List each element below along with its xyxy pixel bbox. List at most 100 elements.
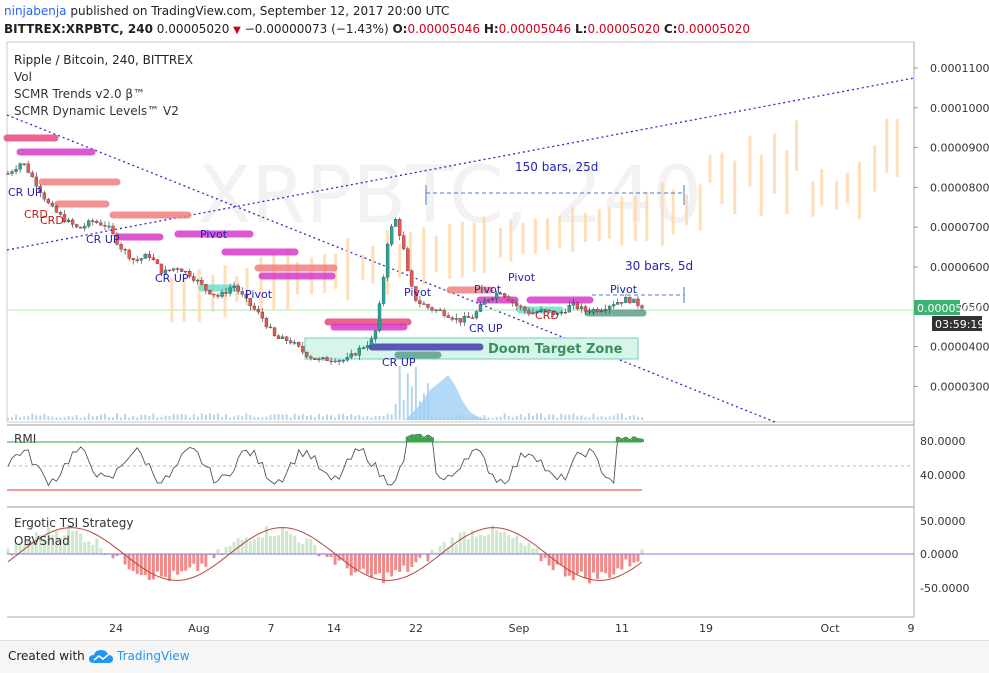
candle[interactable] <box>280 336 285 340</box>
candle[interactable] <box>381 277 386 304</box>
candle[interactable] <box>329 360 333 363</box>
candle[interactable] <box>369 338 374 346</box>
candle[interactable] <box>515 302 519 307</box>
candle[interactable] <box>357 347 361 356</box>
candle[interactable] <box>414 286 418 301</box>
candle[interactable] <box>232 285 236 288</box>
candle[interactable] <box>616 302 620 305</box>
candle[interactable] <box>272 327 277 336</box>
candle[interactable] <box>111 225 115 234</box>
candle[interactable] <box>608 305 612 310</box>
candle[interactable] <box>612 304 616 307</box>
candle[interactable] <box>470 317 475 319</box>
candle[interactable] <box>426 304 430 308</box>
candle[interactable] <box>337 360 341 362</box>
candle[interactable] <box>244 294 248 299</box>
candle[interactable] <box>18 163 22 170</box>
candle[interactable] <box>482 300 487 305</box>
candle[interactable] <box>503 293 507 297</box>
candle[interactable] <box>559 311 563 314</box>
author-link[interactable]: ninjabenja <box>4 4 67 18</box>
candle[interactable] <box>539 309 543 312</box>
candle[interactable] <box>240 291 244 295</box>
candle[interactable] <box>434 309 438 312</box>
candle[interactable] <box>587 311 592 313</box>
candle[interactable] <box>406 248 410 272</box>
candle[interactable] <box>216 294 220 297</box>
candle[interactable] <box>188 270 192 277</box>
candle[interactable] <box>147 254 151 258</box>
candle[interactable] <box>551 310 555 315</box>
candle[interactable] <box>14 168 18 172</box>
candle[interactable] <box>543 309 547 311</box>
candle[interactable] <box>38 186 42 193</box>
candle[interactable] <box>595 308 600 312</box>
candle[interactable] <box>184 270 188 273</box>
candle[interactable] <box>422 303 426 305</box>
candle[interactable] <box>317 358 321 361</box>
candle[interactable] <box>248 298 252 307</box>
candle[interactable] <box>79 226 83 229</box>
candle[interactable] <box>103 225 107 227</box>
candle[interactable] <box>345 357 349 361</box>
candle[interactable] <box>305 352 309 357</box>
candle[interactable] <box>208 289 212 295</box>
candle[interactable] <box>591 308 596 313</box>
candle[interactable] <box>10 171 14 174</box>
candle[interactable] <box>289 340 293 344</box>
candle[interactable] <box>535 311 539 313</box>
upper-trendline[interactable] <box>6 77 915 251</box>
candle[interactable] <box>325 357 329 362</box>
candle[interactable] <box>268 326 273 329</box>
candle[interactable] <box>151 257 156 260</box>
candle[interactable] <box>373 330 378 340</box>
candle[interactable] <box>511 300 515 304</box>
candle[interactable] <box>139 258 143 261</box>
candle[interactable] <box>349 353 353 358</box>
candle[interactable] <box>454 318 458 320</box>
candle[interactable] <box>70 219 75 225</box>
candle[interactable] <box>26 163 30 173</box>
candle[interactable] <box>50 202 55 207</box>
candle[interactable] <box>256 309 261 313</box>
candle[interactable] <box>167 269 172 272</box>
candle[interactable] <box>563 311 567 314</box>
candle[interactable] <box>640 305 644 309</box>
candle[interactable] <box>507 296 511 301</box>
candle[interactable] <box>583 306 588 312</box>
candle[interactable] <box>115 233 119 245</box>
candle[interactable] <box>22 163 26 165</box>
candle[interactable] <box>575 302 580 310</box>
candle[interactable] <box>83 226 87 229</box>
candle[interactable] <box>466 316 471 318</box>
candle[interactable] <box>159 263 164 274</box>
candle[interactable] <box>486 299 491 302</box>
candle[interactable] <box>458 318 462 323</box>
candle[interactable] <box>341 360 345 362</box>
candle[interactable] <box>135 259 139 261</box>
candle[interactable] <box>398 219 402 236</box>
time-axis[interactable]: 24 Aug 7 14 22 Sep 11 19 Oct 9 <box>109 622 915 635</box>
candle[interactable] <box>87 220 91 227</box>
candle[interactable] <box>293 342 297 344</box>
candle[interactable] <box>297 342 301 347</box>
candle[interactable] <box>284 336 289 341</box>
candle[interactable] <box>309 356 313 359</box>
candle[interactable] <box>632 298 636 303</box>
candle[interactable] <box>430 307 434 311</box>
candle[interactable] <box>313 357 317 360</box>
candle[interactable] <box>494 293 499 299</box>
candle[interactable] <box>74 224 79 228</box>
candle[interactable] <box>519 305 523 308</box>
candle[interactable] <box>175 268 180 270</box>
candle[interactable] <box>264 318 269 328</box>
candle[interactable] <box>260 311 265 319</box>
candle[interactable] <box>58 212 63 215</box>
candle[interactable] <box>402 235 406 249</box>
candle[interactable] <box>220 291 224 297</box>
candle[interactable] <box>527 310 531 315</box>
candle[interactable] <box>462 316 466 323</box>
candle[interactable] <box>394 219 398 227</box>
candle[interactable] <box>523 306 527 311</box>
